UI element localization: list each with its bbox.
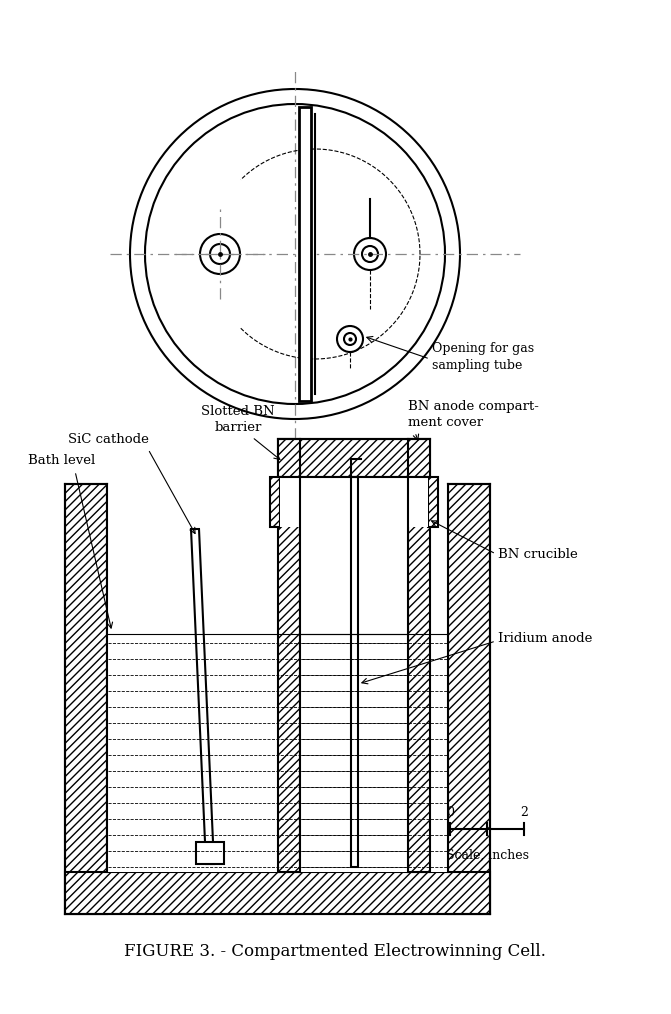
Bar [107, 484, 448, 872]
Bar [65, 484, 107, 914]
Polygon shape [191, 529, 214, 864]
Text: 2: 2 [520, 806, 528, 819]
Bar [299, 107, 311, 401]
Text: Bath level: Bath level [28, 454, 95, 467]
Text: Scale, inches: Scale, inches [446, 849, 529, 862]
Text: BN crucible: BN crucible [498, 548, 578, 561]
Text: Opening for gas
sampling tube: Opening for gas sampling tube [432, 342, 534, 372]
Bar [65, 872, 490, 914]
Bar [278, 439, 300, 872]
Text: Slotted BN
barrier: Slotted BN barrier [201, 405, 275, 434]
Bar [351, 477, 358, 867]
Bar [428, 477, 438, 527]
Text: SiC cathode: SiC cathode [68, 433, 149, 446]
Bar [300, 439, 408, 872]
Bar [278, 439, 430, 477]
Bar [408, 439, 430, 872]
Text: FIGURE 3. - Compartmented Electrowinning Cell.: FIGURE 3. - Compartmented Electrowinning… [124, 943, 546, 960]
Bar [280, 477, 428, 527]
Text: BN anode compart-
ment cover: BN anode compart- ment cover [408, 400, 539, 429]
Text: 0: 0 [446, 806, 454, 819]
Bar [196, 842, 224, 864]
Bar [448, 484, 490, 914]
Text: Iridium anode: Iridium anode [498, 633, 592, 646]
Bar [270, 477, 280, 527]
